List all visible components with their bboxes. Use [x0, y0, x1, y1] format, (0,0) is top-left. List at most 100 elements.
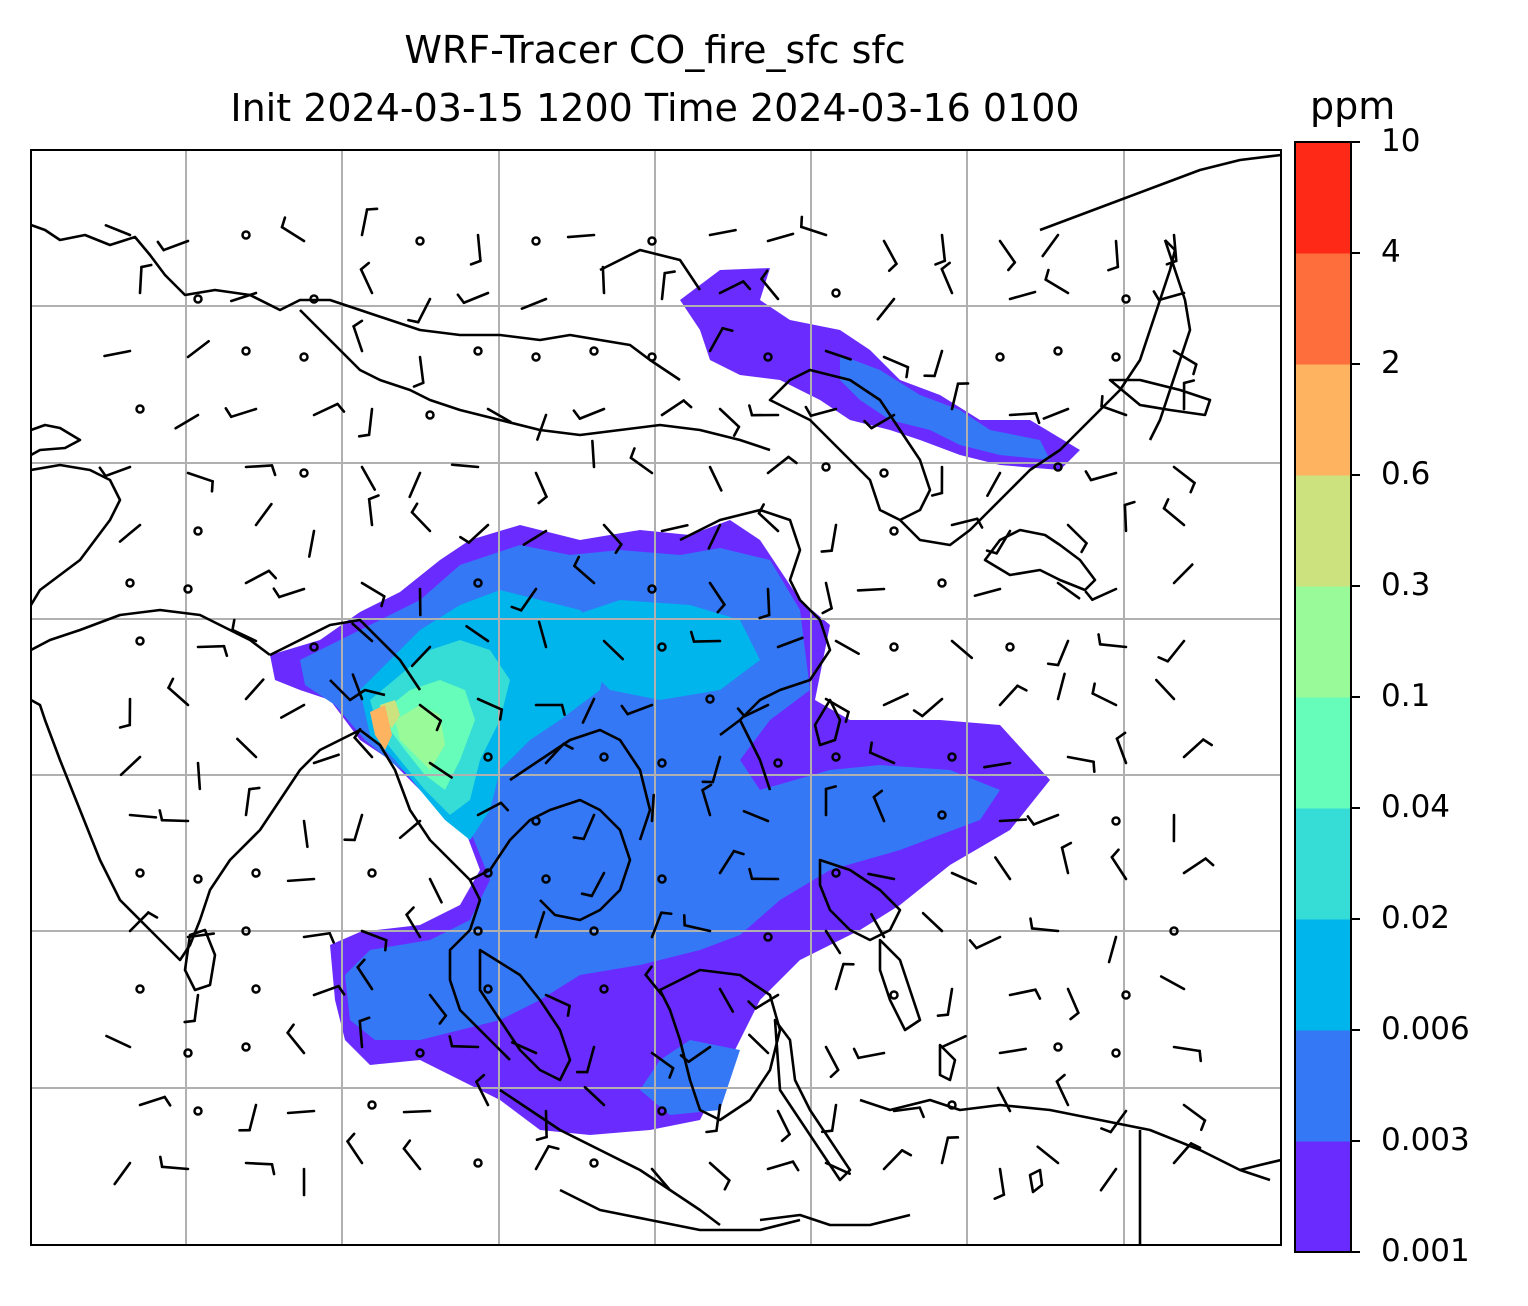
wind-barb [358, 1016, 371, 1049]
wind-barb-calm [135, 404, 145, 414]
wind-barb [1100, 1109, 1128, 1134]
wind-barb-calm [831, 752, 841, 762]
wind-barb [186, 471, 214, 493]
wind-barb [868, 741, 896, 765]
wind-barb [412, 355, 425, 388]
wind-barb [882, 239, 898, 273]
wind-barb [351, 673, 364, 701]
wind-barb [360, 581, 386, 608]
wind-barb [660, 399, 693, 417]
coastline-segment [1239, 1158, 1281, 1172]
wind-barb-calm [589, 1158, 599, 1168]
wind-barb [940, 1136, 960, 1165]
coastline-segment [299, 309, 771, 452]
wind-barb [834, 962, 855, 991]
wind-barb [824, 697, 850, 723]
colorbar-tick-label: 0.006 [1381, 1011, 1470, 1047]
wind-barb [407, 297, 432, 324]
wind-barb [312, 984, 346, 997]
wind-barb [1084, 470, 1118, 482]
wind-barb [572, 813, 596, 841]
wind-barb [1055, 1073, 1070, 1107]
wind-barb [280, 216, 306, 243]
wind-barb-calm [1111, 1048, 1121, 1058]
wind-barb [983, 761, 1012, 769]
coastline-segment [1148, 239, 1192, 441]
wind-barb [469, 233, 482, 266]
wind-barb [993, 1167, 1006, 1201]
coastline-segment [773, 1018, 852, 1182]
coastline-segment [818, 858, 902, 942]
wind-barb [360, 465, 377, 491]
wind-barb [660, 523, 689, 533]
wind-barb-calm [541, 874, 551, 884]
wind-barb [566, 233, 596, 239]
wind-barb [104, 224, 132, 237]
wind-barb [776, 1109, 791, 1143]
wind-barb-calm [473, 926, 483, 936]
wind-barb [1099, 1167, 1118, 1192]
co-contour-region [395, 705, 445, 770]
colorbar-segment [1295, 697, 1351, 809]
colorbar-segment [1295, 808, 1351, 920]
wind-barb-calm [831, 288, 841, 298]
wind-barb [302, 931, 335, 944]
wind-barb [534, 703, 566, 716]
wind-barb [930, 465, 944, 497]
wind-barb [186, 932, 216, 939]
wind-barb [968, 935, 1002, 950]
wind-barb [1036, 1145, 1060, 1165]
wind-barb-calm [1169, 926, 1179, 936]
wind-barb [1172, 563, 1194, 585]
coastline-segment [768, 368, 932, 522]
colorbar-tick-label: 0.001 [1381, 1233, 1470, 1269]
wind-barb [357, 407, 374, 438]
wind-barb [882, 1149, 913, 1171]
wind-barb-calm [251, 984, 261, 994]
wind-barb [602, 523, 623, 555]
wind-barb [575, 1045, 596, 1074]
colorbar-segment [1295, 586, 1351, 698]
wind-barb [973, 587, 1002, 597]
co-contour-region [680, 268, 1080, 470]
wind-barbs [98, 207, 1215, 1201]
wind-barb [544, 742, 574, 765]
wind-barb [535, 1109, 548, 1142]
wind-barb [950, 517, 984, 529]
wind-barb [748, 1033, 770, 1055]
wind-barb [476, 801, 510, 817]
wind-barb [367, 494, 380, 527]
wind-barb [279, 703, 306, 719]
wind-barb [820, 523, 838, 553]
wind-barb [985, 529, 1012, 555]
wind-barb [1172, 465, 1196, 494]
wind-barb [158, 809, 190, 823]
wind-barb [1159, 975, 1186, 991]
wind-barb [536, 413, 548, 441]
wind-barb-calm [705, 694, 715, 704]
wind-barb [591, 439, 596, 469]
wind-barb [418, 703, 443, 732]
wind-barb [705, 1103, 722, 1134]
wind-barb-calm [135, 636, 145, 646]
wind-barb-calm [425, 410, 435, 420]
coastline-segment [31, 608, 271, 657]
wind-barb [118, 523, 142, 543]
wind-barb [718, 987, 735, 1013]
wind-barb [534, 1144, 560, 1171]
wind-barb [940, 1034, 967, 1049]
wind-barb [708, 465, 723, 492]
wind-barb [629, 447, 654, 475]
wind-barb [701, 783, 713, 817]
wind-barb [302, 819, 309, 849]
wind-barb [105, 1034, 132, 1049]
wind-barb [196, 761, 202, 791]
wind-barb [682, 913, 712, 933]
coastline-segment [859, 1098, 1271, 1182]
wind-barb [534, 910, 546, 939]
wind-barb [428, 877, 443, 904]
wind-barb [159, 1155, 190, 1171]
wind-barb [821, 581, 833, 615]
wind-barb [742, 809, 770, 823]
wind-barb [174, 413, 200, 430]
